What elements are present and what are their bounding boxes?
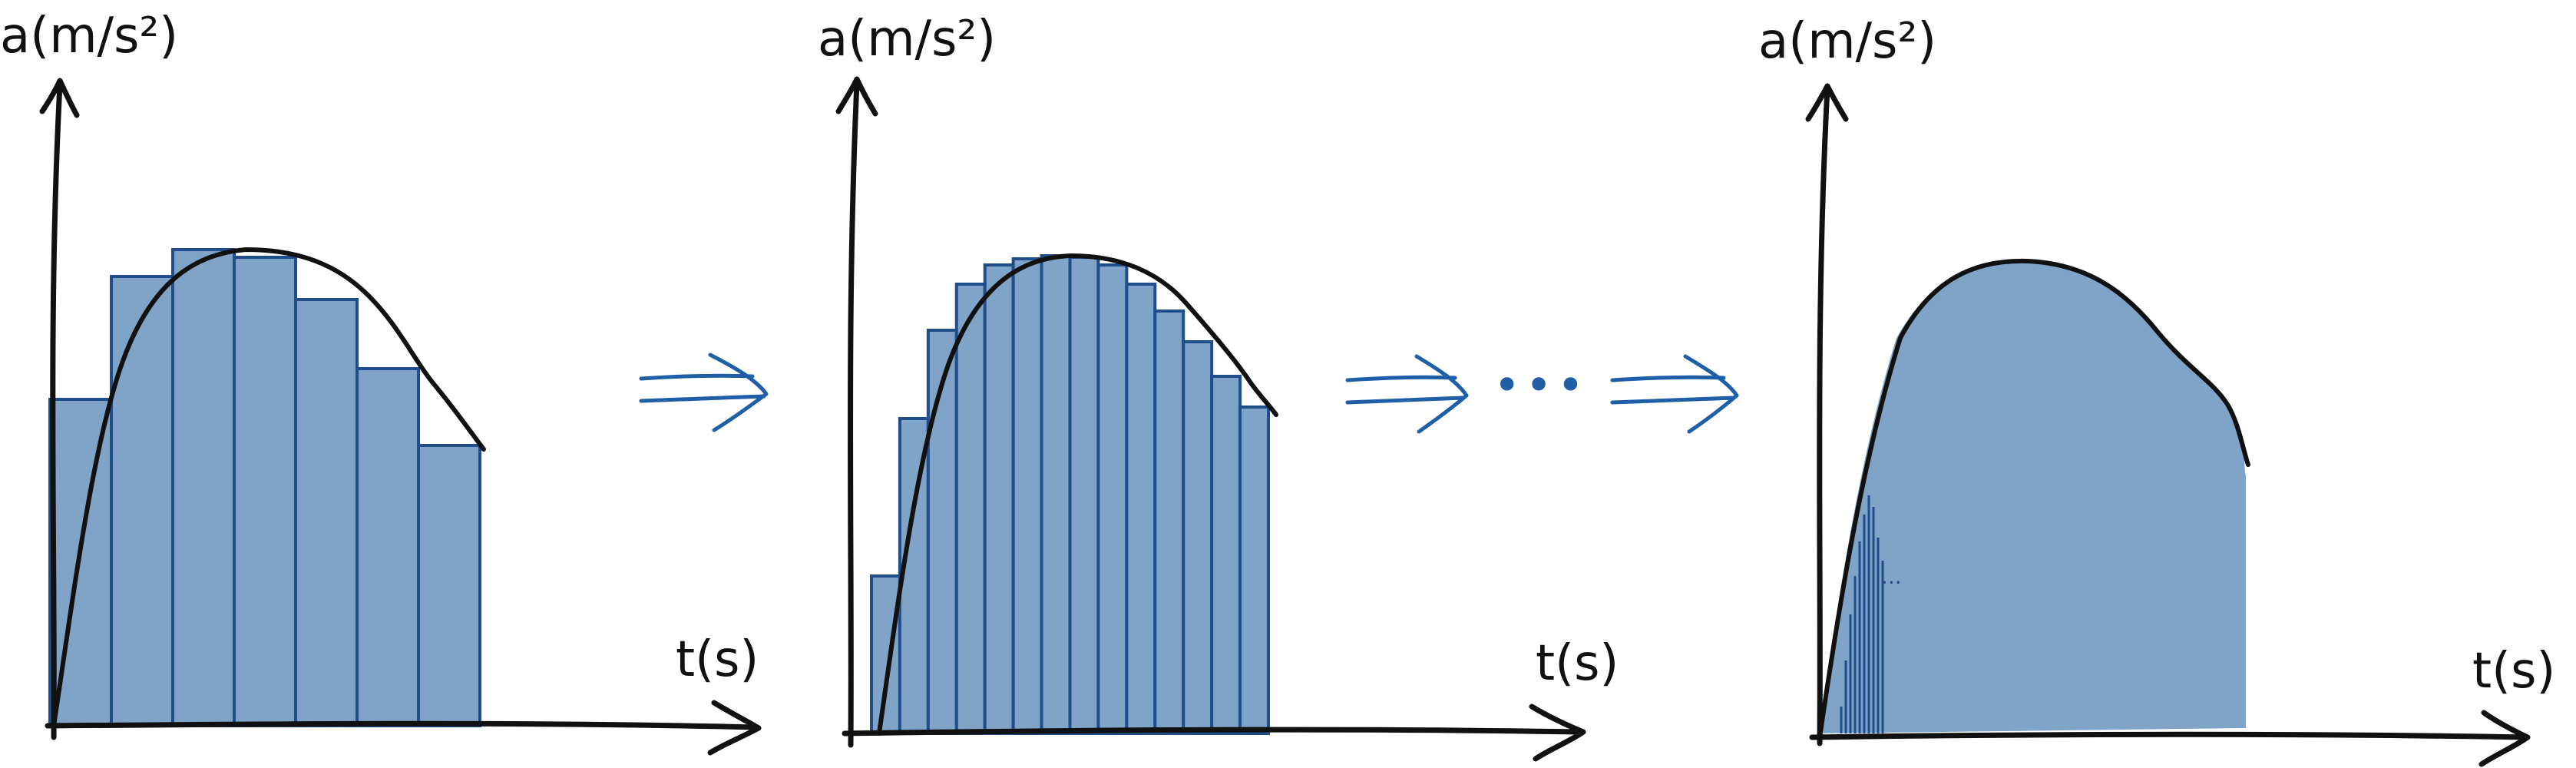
y-axis-label-2: a(m/s²) (818, 11, 996, 68)
bars-1-bar-6 (355, 367, 420, 727)
connector-arrow-2: ••• (1345, 354, 1739, 434)
bars-2-bar-12 (1182, 340, 1214, 735)
ellipsis-dots: ••• (1493, 359, 1589, 412)
bars-2-bar-7 (1040, 254, 1072, 735)
inner-ellipsis: ... (1881, 564, 1902, 589)
y-axis-3 (1805, 83, 1849, 746)
bars-2-bar-10 (1125, 283, 1157, 735)
y-axis-2 (835, 76, 878, 748)
area-under-curve (1820, 261, 2246, 737)
bars-1-bar-2 (110, 275, 174, 727)
bars-2-bar-9 (1096, 263, 1129, 735)
thin-strips (1840, 495, 1884, 733)
panel-2: a(m/s²) t(s) (818, 11, 1619, 762)
right-arrow-icon (1610, 354, 1739, 434)
x-axis-3 (1809, 710, 2531, 767)
y-axis-1 (39, 78, 80, 740)
panel-3: ... a(m/s²) t(s) (1758, 13, 2555, 767)
curve-2 (877, 253, 1278, 736)
right-arrow-icon (639, 353, 769, 432)
y-axis-label-3: a(m/s²) (1758, 13, 1936, 70)
curve-3 (1817, 258, 2250, 740)
bars-2-bar-1 (870, 574, 901, 735)
bars-1-bar-4 (233, 256, 297, 727)
y-axis-label-1: a(m/s²) (0, 8, 178, 65)
bars-2-bar-8 (1068, 256, 1100, 735)
bars-1-bar-5 (294, 298, 359, 727)
panel-1: a(m/s²) t(s) (0, 8, 762, 756)
bars-2-bar-5 (983, 263, 1015, 735)
x-axis-2 (842, 703, 1586, 762)
bars-1-bar-3 (171, 248, 236, 727)
bars-2-bar-4 (954, 283, 987, 735)
right-arrow-icon (1345, 354, 1469, 434)
bars-2-bar-14 (1238, 406, 1270, 735)
bars-group-2 (870, 254, 1270, 735)
bars-group-1 (48, 248, 481, 727)
x-axis-label-3: t(s) (2472, 643, 2555, 700)
bars-2-bar-11 (1153, 310, 1185, 735)
connector-arrow-1 (639, 353, 769, 432)
curve-1 (51, 247, 486, 728)
bars-1-bar-7 (417, 444, 481, 727)
x-axis-label-1: t(s) (676, 631, 759, 688)
x-axis-1 (45, 700, 762, 756)
bars-2-bar-6 (1011, 257, 1043, 735)
x-axis-label-2: t(s) (1536, 635, 1619, 692)
bars-2-bar-13 (1210, 375, 1242, 735)
